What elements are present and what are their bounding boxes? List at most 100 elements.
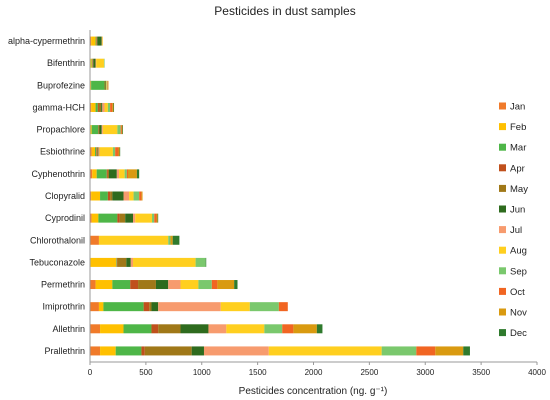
bar-segment — [91, 191, 101, 201]
bar-segment — [112, 102, 114, 112]
bar-segment — [158, 324, 181, 334]
bar-segment — [90, 324, 101, 334]
legend-swatch — [499, 123, 506, 131]
category-label: Bifenthrin — [47, 58, 85, 68]
legend-swatch — [499, 205, 506, 213]
bar-segment — [98, 235, 169, 245]
bar-segment — [123, 191, 130, 201]
bar-segment — [381, 346, 417, 356]
bar-segment — [98, 147, 100, 157]
bar-segment — [96, 147, 98, 157]
bar-segment — [116, 169, 120, 179]
bar-segment — [217, 280, 235, 290]
bar-segment — [116, 257, 117, 267]
bar-segment — [249, 302, 279, 312]
legend-swatch — [499, 184, 506, 192]
bar-segment — [112, 280, 131, 290]
bar-segment — [130, 280, 139, 290]
bar-segment — [107, 169, 109, 179]
bar-segment — [198, 280, 212, 290]
bar-segment — [168, 280, 181, 290]
legend-swatch — [499, 226, 506, 234]
bar-segment — [139, 191, 142, 201]
bar-segment — [126, 169, 128, 179]
bar-segment — [98, 125, 100, 135]
bar-segment — [95, 58, 97, 68]
bar-segment — [208, 324, 227, 334]
bar-segment — [106, 80, 107, 90]
x-tick-label: 3500 — [472, 368, 490, 377]
bar-segment — [96, 169, 107, 179]
category-labels: alpha-cypermethrin Bifenthrin Buprofezine g… — [8, 36, 85, 356]
bar-segment — [102, 125, 118, 135]
bar-segment — [124, 169, 127, 179]
bar-segment — [96, 36, 98, 46]
legend-label: Jul — [510, 225, 522, 236]
legend-swatch — [499, 143, 506, 151]
bar-segment — [293, 324, 317, 334]
bar-segment — [90, 102, 92, 112]
bar-segment — [191, 346, 204, 356]
bar-segment — [195, 257, 206, 267]
bar-segment — [316, 324, 323, 334]
bar-segment — [96, 36, 97, 46]
bar-segment — [90, 191, 92, 201]
bar-segment — [119, 147, 121, 157]
legend-label: Jun — [510, 205, 525, 216]
bar-segment — [97, 36, 102, 46]
bar-segment — [90, 169, 93, 179]
bar-segment — [115, 346, 142, 356]
bar-segment — [220, 302, 250, 312]
bar-segment — [157, 213, 159, 223]
bar-segment — [158, 302, 221, 312]
bar-segment — [143, 302, 150, 312]
bar-segment — [106, 80, 108, 90]
bar-segment — [121, 125, 123, 135]
bar-segment — [100, 191, 108, 201]
bar-segment — [101, 102, 103, 112]
bar-segment — [107, 102, 111, 112]
bar-segment — [96, 58, 104, 68]
x-tick-label: 2500 — [360, 368, 378, 377]
bar-segment — [141, 191, 143, 201]
bar-segment — [93, 58, 96, 68]
bar-segment — [463, 346, 470, 356]
x-tick-label: 1000 — [193, 368, 211, 377]
bar-segment — [115, 147, 119, 157]
legend-label: Sep — [510, 266, 527, 277]
bar-segment — [138, 280, 156, 290]
bar-segment — [135, 213, 153, 223]
bar-segment — [155, 280, 169, 290]
bar-segment — [92, 58, 93, 68]
bar-segment — [130, 257, 134, 267]
bar-segment — [102, 36, 103, 46]
bar-segment — [141, 346, 145, 356]
bar-segment — [264, 324, 283, 334]
bar-segment — [90, 147, 92, 157]
bar-segment — [95, 36, 97, 46]
bar-segment — [122, 125, 123, 135]
legend-label: Oct — [510, 287, 525, 298]
bar-segment — [107, 80, 108, 90]
bar-segment — [149, 302, 152, 312]
legend-label: Nov — [510, 308, 527, 319]
legend-label: Jan — [510, 102, 525, 113]
bar-segment — [90, 257, 117, 267]
bar-segment — [211, 280, 218, 290]
bar-segment — [95, 147, 97, 157]
bar-segment — [99, 147, 113, 157]
category-label: Chlorothalonil — [30, 235, 85, 245]
bar-segment — [98, 302, 104, 312]
bar-segment — [120, 125, 122, 135]
bar-segment — [112, 147, 116, 157]
legend-label: Feb — [510, 122, 526, 133]
bar-segment — [90, 125, 92, 135]
bar-segment — [110, 191, 113, 201]
legend-label: May — [510, 184, 528, 195]
bar-segment — [129, 191, 134, 201]
bar-segment — [117, 257, 127, 267]
bar-segment — [144, 346, 192, 356]
bar-segment — [151, 324, 159, 334]
legend-label: Aug — [510, 246, 527, 257]
